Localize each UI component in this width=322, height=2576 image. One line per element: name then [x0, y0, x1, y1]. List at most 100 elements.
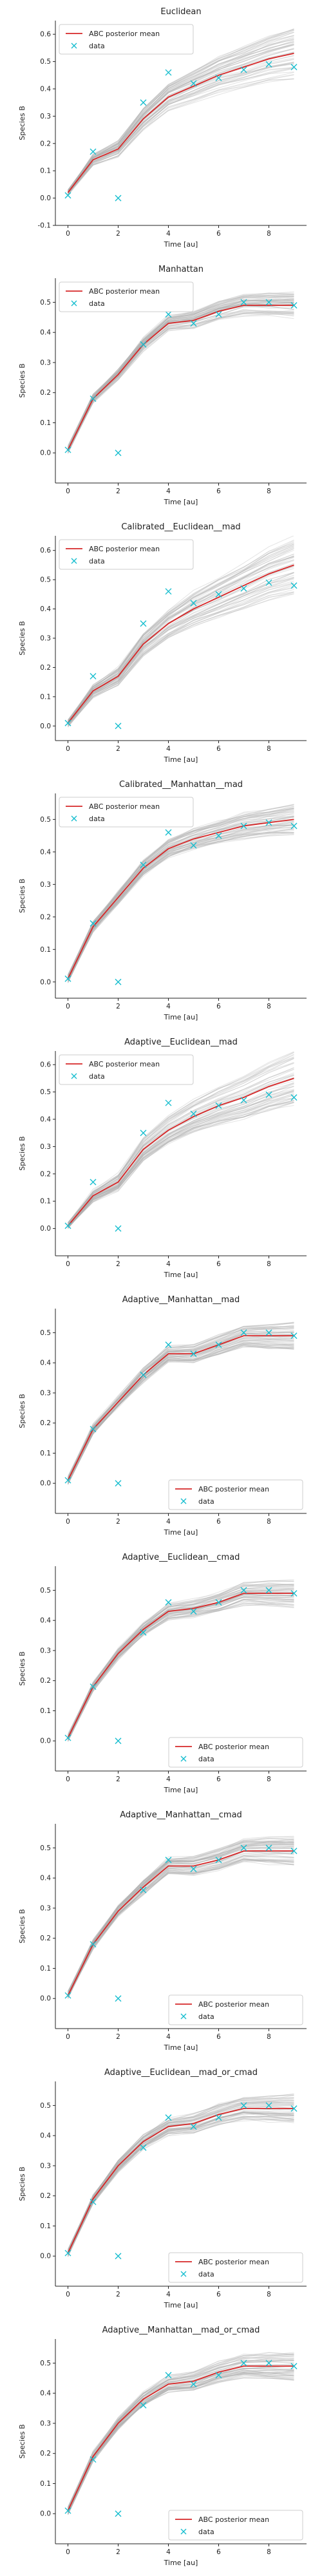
legend-label: data [198, 2012, 214, 2021]
posterior-sample-line [68, 36, 294, 191]
posterior-sample-line [68, 2374, 294, 2515]
posterior-sample-line [68, 1585, 294, 1736]
posterior-sample-line [68, 1341, 294, 1481]
data-point [115, 1225, 122, 1232]
posterior-sample-line [68, 808, 294, 976]
posterior-sample-line [68, 831, 294, 980]
posterior-sample-line [68, 2093, 294, 2250]
data-point [165, 588, 172, 595]
data-point [115, 2510, 122, 2517]
posterior-sample-line [68, 584, 294, 727]
posterior-sample-line [68, 1077, 294, 1226]
posterior-sample-line [68, 2352, 294, 2508]
posterior-sample-line [68, 2368, 294, 2512]
x-tick-label: 8 [267, 745, 271, 753]
posterior-sample-line [68, 825, 294, 981]
posterior-sample-line [68, 1095, 294, 1226]
posterior-sample-line [68, 1841, 294, 1995]
x-tick-label: 4 [166, 1776, 171, 1783]
posterior-sample-line [68, 1326, 294, 1479]
posterior-sample-line [68, 1841, 294, 1994]
data-point [215, 832, 222, 839]
posterior-sample-line [68, 62, 294, 195]
data-point [190, 80, 197, 87]
posterior-sample-line [68, 301, 294, 448]
y-tick-label: 0.3 [40, 1647, 51, 1654]
posterior-sample-line [68, 542, 294, 723]
posterior-mean-line [67, 819, 294, 980]
legend-label: data [89, 557, 105, 565]
x-tick-label: 8 [267, 2033, 271, 2041]
x-axis-label: Time [au] [164, 240, 198, 249]
posterior-sample-line [68, 1841, 294, 1993]
posterior-sample-line [68, 1075, 294, 1226]
posterior-sample-line [68, 1602, 294, 1739]
posterior-sample-line [68, 1101, 294, 1228]
legend: ABC posterior mean data [59, 281, 194, 312]
posterior-sample-line [68, 2370, 294, 2511]
data-point [165, 311, 172, 318]
posterior-sample-line [68, 1343, 294, 1484]
legend-label: data [198, 1755, 214, 1763]
posterior-sample-line [68, 827, 294, 980]
posterior-sample-line [68, 29, 294, 191]
posterior-sample-line [68, 2370, 294, 2511]
posterior-sample-line [68, 1598, 294, 1740]
posterior-sample-line [68, 2116, 294, 2255]
x-tick-label: 6 [216, 230, 221, 238]
posterior-sample-line [68, 1057, 294, 1224]
posterior-sample-line [68, 2354, 294, 2508]
y-tick-label: 0.0 [40, 194, 51, 202]
posterior-sample-line [68, 1837, 294, 1993]
posterior-sample-line [68, 62, 294, 193]
posterior-sample-line [68, 1855, 294, 1997]
posterior-sample-line [68, 592, 294, 727]
data-point [265, 819, 272, 826]
y-tick-label: 0.1 [40, 167, 51, 175]
posterior-sample-line [68, 298, 294, 447]
posterior-sample-line [68, 1844, 294, 1995]
posterior-sample-line [68, 821, 294, 981]
posterior-sample-line [68, 302, 294, 451]
data-point [140, 1629, 147, 1636]
data-point [215, 1599, 222, 1606]
posterior-sample-line [68, 824, 294, 979]
y-tick-label: 0.3 [40, 1904, 51, 1912]
data-point [140, 2401, 147, 2409]
x-tick-label: 8 [267, 488, 271, 495]
y-tick-label: 0.4 [40, 86, 51, 93]
posterior-sample-line [68, 1845, 294, 1996]
posterior-sample-line [68, 808, 294, 977]
y-tick-label: 0.1 [40, 693, 51, 701]
posterior-sample-line [68, 2352, 294, 2509]
posterior-sample-line [68, 1596, 294, 1739]
posterior-sample-line [68, 1596, 294, 1738]
posterior-sample-line [68, 1345, 294, 1483]
y-tick-label: 0.5 [40, 2102, 51, 2110]
posterior-sample-line [68, 1342, 294, 1481]
posterior-sample-line [68, 1327, 294, 1480]
posterior-sample-line [68, 2103, 294, 2254]
x-tick-label: 0 [66, 488, 70, 495]
posterior-sample-line [68, 299, 294, 450]
posterior-sample-line [68, 1328, 294, 1478]
y-tick-label: 0.4 [40, 1116, 51, 1124]
data-point [165, 1341, 172, 1349]
x-tick-label: 4 [166, 745, 171, 753]
posterior-sample-line [68, 314, 294, 453]
posterior-sample-line [68, 1069, 294, 1226]
posterior-sample-line [68, 2353, 294, 2507]
posterior-sample-line [68, 1595, 294, 1739]
y-tick-label: 0.2 [40, 1677, 51, 1685]
posterior-sample-line [68, 55, 294, 194]
posterior-mean-line [67, 53, 294, 193]
x-tick-label: 2 [116, 2291, 120, 2298]
posterior-sample-line [68, 1332, 294, 1479]
posterior-sample-line [68, 806, 294, 978]
chart-panel: Euclidean 0 2 4 6 8 -0.1 0.0 0.1 0.2 0.3 0.4 0.5 0.6 T… [18, 7, 307, 249]
chart-title: Manhattan [158, 265, 204, 274]
posterior-sample-line [68, 559, 294, 724]
posterior-sample-line [68, 39, 294, 191]
posterior-sample-line [68, 1102, 294, 1228]
